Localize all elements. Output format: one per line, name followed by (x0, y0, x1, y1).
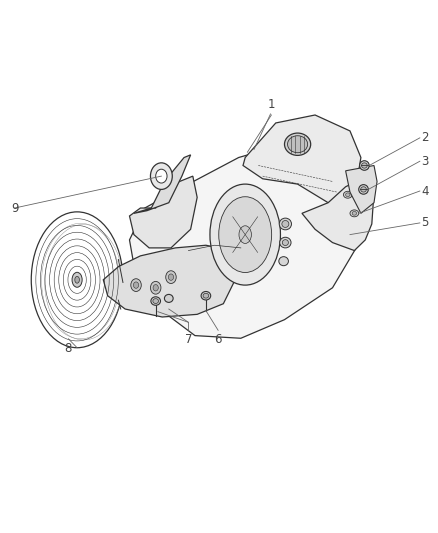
Ellipse shape (280, 237, 291, 248)
Text: 4: 4 (421, 184, 429, 198)
Ellipse shape (201, 292, 211, 300)
Ellipse shape (282, 221, 289, 228)
Ellipse shape (279, 257, 288, 266)
Circle shape (166, 271, 176, 284)
Ellipse shape (151, 297, 160, 305)
Ellipse shape (350, 210, 359, 217)
Ellipse shape (361, 163, 367, 168)
Ellipse shape (203, 293, 209, 298)
Ellipse shape (75, 277, 79, 283)
Text: 5: 5 (421, 216, 428, 229)
Polygon shape (130, 176, 197, 248)
Ellipse shape (360, 161, 369, 170)
Circle shape (168, 274, 173, 280)
Ellipse shape (72, 272, 82, 287)
Circle shape (150, 281, 161, 294)
Polygon shape (243, 115, 361, 203)
Circle shape (134, 282, 139, 288)
Circle shape (155, 169, 167, 183)
Ellipse shape (359, 184, 368, 194)
Circle shape (131, 279, 141, 292)
Polygon shape (130, 144, 361, 338)
Circle shape (153, 285, 158, 291)
Ellipse shape (239, 226, 251, 244)
Text: 2: 2 (421, 131, 429, 144)
Ellipse shape (153, 298, 159, 303)
Ellipse shape (210, 184, 280, 285)
Polygon shape (134, 155, 191, 213)
Ellipse shape (31, 212, 123, 348)
Ellipse shape (283, 240, 288, 246)
Text: 7: 7 (185, 333, 192, 346)
Ellipse shape (360, 187, 366, 192)
Ellipse shape (164, 294, 173, 302)
Circle shape (150, 163, 172, 189)
Text: 8: 8 (65, 342, 72, 355)
Polygon shape (302, 176, 374, 251)
Ellipse shape (288, 136, 307, 153)
Ellipse shape (285, 133, 311, 156)
Polygon shape (346, 165, 377, 213)
Text: 3: 3 (421, 155, 428, 168)
Text: 6: 6 (214, 333, 222, 346)
Ellipse shape (343, 191, 352, 198)
Text: 9: 9 (12, 201, 19, 214)
Ellipse shape (352, 212, 357, 215)
Ellipse shape (279, 218, 291, 230)
Polygon shape (103, 245, 237, 317)
Text: 1: 1 (268, 98, 275, 111)
Ellipse shape (346, 193, 350, 197)
Ellipse shape (219, 197, 272, 272)
